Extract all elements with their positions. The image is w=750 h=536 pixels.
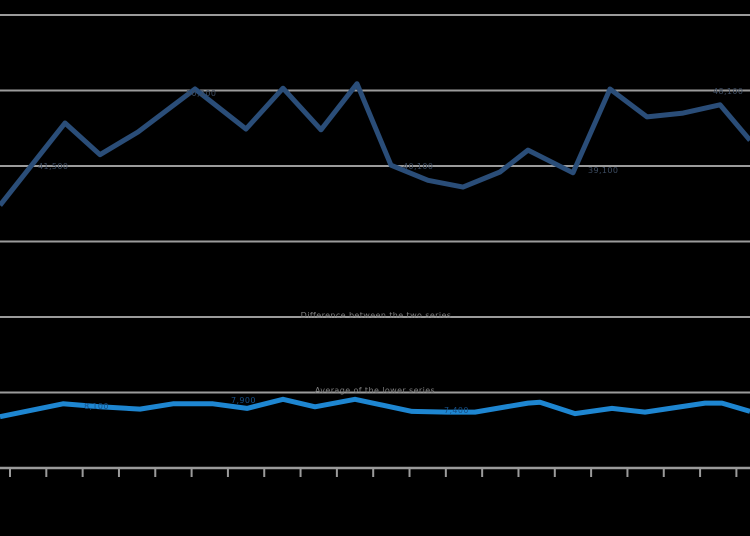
series-line-2 — [0, 396, 750, 420]
series-line-1 — [0, 81, 750, 207]
